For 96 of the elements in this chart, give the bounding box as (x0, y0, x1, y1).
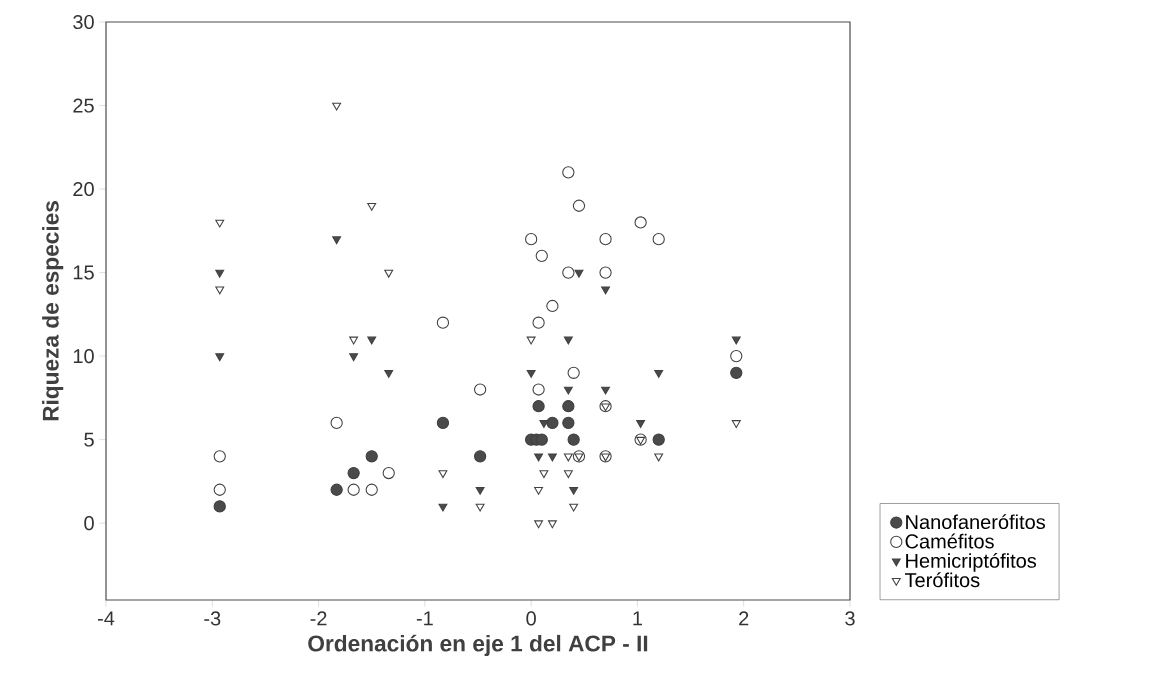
y-tick-label: 25 (73, 98, 94, 113)
point (384, 370, 394, 378)
point (213, 450, 226, 463)
point (215, 286, 225, 295)
point (367, 202, 377, 211)
point (539, 420, 549, 428)
point (599, 266, 612, 279)
point (654, 453, 664, 462)
point (535, 249, 548, 263)
point (547, 520, 557, 529)
point (473, 383, 487, 396)
point (569, 503, 579, 512)
legend-label: Caméfitos (905, 533, 994, 549)
point (438, 470, 448, 479)
point (332, 236, 342, 245)
x-tick-label: -1 (416, 611, 433, 626)
point (731, 420, 741, 428)
x-tick-label: 2 (739, 611, 749, 626)
point (634, 216, 647, 229)
point (599, 233, 612, 246)
y-tick-label: 0 (84, 516, 94, 531)
point (563, 386, 573, 395)
x-tick-label: 3 (845, 611, 855, 626)
point (730, 366, 743, 379)
point (546, 416, 559, 430)
point (438, 503, 448, 512)
point (215, 353, 225, 362)
point (475, 503, 485, 512)
x-axis-title: Ordenación en eje 1 del ACP - II (308, 634, 648, 657)
x-tick-label: -3 (204, 611, 221, 626)
point (534, 453, 544, 462)
point (382, 466, 395, 480)
point (547, 453, 557, 462)
y-tick-label: 30 (73, 14, 94, 30)
point (215, 269, 225, 278)
x-tick-label: -2 (310, 611, 327, 626)
point (349, 353, 359, 362)
legend-label: Nanofanerófitos (906, 514, 1045, 530)
y-tick-label: 10 (73, 349, 94, 364)
point (384, 269, 394, 278)
point (562, 166, 575, 179)
point (532, 383, 545, 396)
point (652, 433, 665, 446)
point (546, 299, 559, 313)
point (330, 416, 343, 430)
y-tick-label: 15 (73, 265, 94, 280)
point (539, 470, 549, 479)
point (563, 336, 573, 345)
point (569, 486, 579, 495)
point (562, 400, 575, 413)
point (347, 466, 360, 480)
point (532, 400, 545, 413)
point (562, 266, 575, 279)
y-tick-label: 20 (73, 181, 94, 197)
point (563, 470, 573, 479)
point (654, 370, 664, 378)
point (534, 486, 544, 495)
point (365, 483, 378, 496)
point (563, 453, 573, 462)
point (574, 269, 584, 278)
y-tick-label: 5 (84, 432, 94, 447)
legend-label: Terófitos (905, 572, 980, 588)
point (349, 336, 359, 345)
point (731, 336, 741, 345)
point (436, 316, 450, 329)
point (332, 102, 342, 111)
point (572, 199, 586, 212)
y-axis-title: Riqueza de especies (42, 201, 64, 421)
point (525, 233, 538, 246)
x-tick-label: 0 (526, 611, 536, 626)
x-tick-label: 1 (633, 611, 643, 626)
point (347, 483, 360, 496)
point (535, 433, 548, 446)
point (652, 233, 665, 246)
legend-label: Hemicriptófitos (906, 552, 1037, 572)
point (365, 450, 378, 463)
point (213, 500, 226, 513)
point (532, 316, 545, 329)
point (534, 520, 544, 529)
point (567, 433, 580, 446)
point (730, 349, 743, 363)
point (215, 219, 225, 228)
point (567, 366, 580, 379)
point (601, 286, 611, 295)
point (213, 483, 226, 496)
point (330, 483, 343, 496)
point (562, 416, 575, 430)
point (475, 486, 485, 495)
x-tick-label: -4 (97, 611, 115, 626)
point (526, 336, 536, 345)
point (601, 386, 611, 395)
point (526, 370, 536, 378)
point (436, 416, 450, 430)
point (636, 420, 646, 428)
point (367, 336, 377, 345)
point (473, 450, 487, 463)
